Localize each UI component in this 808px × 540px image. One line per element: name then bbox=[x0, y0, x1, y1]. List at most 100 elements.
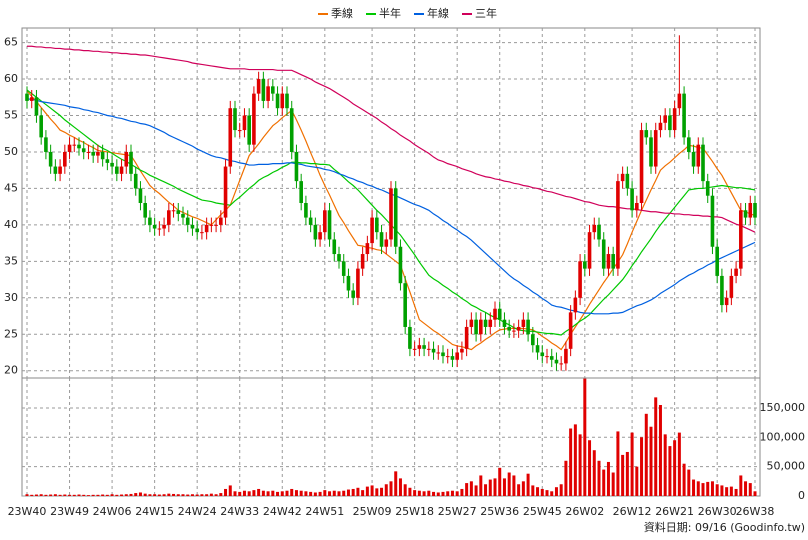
candle-body bbox=[176, 210, 181, 214]
candle-body bbox=[545, 356, 549, 358]
candle-body bbox=[171, 210, 176, 212]
candle-body bbox=[209, 224, 214, 226]
ma-line bbox=[26, 90, 756, 351]
volume-bar bbox=[346, 489, 350, 496]
volume-bar bbox=[361, 490, 365, 496]
y2-tick-label: 0 bbox=[798, 489, 805, 502]
candle-body bbox=[261, 79, 266, 101]
volume-bar bbox=[545, 490, 549, 496]
candle-body bbox=[521, 319, 526, 327]
volume-bar bbox=[115, 494, 119, 496]
volume-bar bbox=[517, 484, 521, 496]
candle-body bbox=[474, 319, 478, 335]
volume-bar bbox=[120, 494, 124, 496]
volume-bar bbox=[63, 494, 67, 496]
candle-body bbox=[573, 297, 578, 313]
volume-bar bbox=[715, 484, 719, 496]
candle-body bbox=[34, 97, 39, 116]
candle-body bbox=[554, 359, 559, 364]
candle-body bbox=[308, 217, 313, 225]
candle-body bbox=[568, 312, 573, 349]
volume-bar bbox=[578, 434, 582, 496]
volume-bar bbox=[337, 491, 341, 496]
volume-bar bbox=[573, 424, 577, 496]
volume-bar bbox=[138, 492, 142, 496]
candle-body bbox=[701, 144, 705, 182]
legend-label: 年線 bbox=[427, 6, 449, 20]
volume-bar bbox=[384, 484, 388, 496]
volume-bar bbox=[167, 493, 171, 496]
volume-bar bbox=[677, 432, 681, 496]
candle-body bbox=[398, 246, 403, 284]
volume-bar bbox=[668, 446, 672, 496]
volume-bar bbox=[200, 494, 204, 496]
volume-bar bbox=[39, 494, 43, 496]
volume-bar bbox=[498, 467, 502, 496]
candle-body bbox=[441, 352, 445, 357]
candle-body bbox=[332, 239, 337, 255]
candle-body bbox=[228, 108, 233, 167]
volume-bar bbox=[403, 484, 407, 496]
volume-bar bbox=[228, 485, 232, 496]
candle-body bbox=[351, 290, 355, 298]
volume-bar bbox=[365, 486, 369, 496]
volume-bar bbox=[692, 479, 696, 496]
volume-bar bbox=[181, 494, 185, 496]
volume-bar bbox=[621, 454, 625, 496]
candle-body bbox=[124, 151, 129, 167]
candle-body bbox=[587, 232, 592, 269]
volume-bar bbox=[91, 494, 95, 496]
volume-bar bbox=[86, 495, 90, 496]
volume-bar bbox=[110, 494, 114, 496]
volume-bar bbox=[611, 472, 615, 496]
volume-bar bbox=[328, 491, 332, 496]
candle-body bbox=[271, 86, 275, 94]
candle-body bbox=[389, 188, 393, 240]
candle-body bbox=[219, 217, 223, 225]
volume-bar bbox=[469, 481, 473, 496]
x-tick-label: 25W45 bbox=[523, 505, 562, 518]
candle-body bbox=[115, 166, 119, 174]
candle-body bbox=[431, 348, 436, 353]
candle-body bbox=[630, 188, 634, 211]
candle-body bbox=[162, 224, 166, 229]
candle-body bbox=[233, 108, 237, 131]
y-tick-label: 65 bbox=[4, 36, 18, 49]
x-tick-label: 24W33 bbox=[220, 505, 259, 518]
volume-bar bbox=[720, 485, 724, 496]
candle-body bbox=[720, 275, 724, 306]
volume-bar bbox=[30, 494, 34, 496]
candle-body bbox=[242, 115, 247, 131]
volume-bar bbox=[34, 494, 38, 496]
candle-body bbox=[663, 115, 667, 123]
volume-bar bbox=[526, 473, 530, 496]
y2-tick-label: 100,000 bbox=[760, 430, 806, 443]
y2-tick-label: 50,000 bbox=[767, 460, 806, 473]
candle-body bbox=[29, 97, 34, 101]
volume-bar bbox=[398, 478, 402, 496]
candle-body bbox=[323, 210, 327, 233]
candle-body bbox=[185, 217, 190, 225]
candle-body bbox=[658, 122, 663, 131]
volume-bar bbox=[276, 491, 280, 496]
x-tick-label: 23W49 bbox=[50, 505, 89, 518]
candle-body bbox=[616, 181, 620, 269]
candle-body bbox=[644, 130, 649, 138]
x-tick-label: 24W15 bbox=[135, 505, 174, 518]
candle-body bbox=[748, 203, 753, 218]
candle-body bbox=[682, 93, 686, 138]
volume-bar bbox=[252, 490, 256, 496]
candle-body bbox=[63, 151, 67, 167]
candle-body bbox=[223, 166, 228, 218]
candle-body bbox=[96, 151, 100, 156]
candle-body bbox=[67, 144, 72, 152]
volume-bar bbox=[540, 488, 544, 496]
volume-bar bbox=[701, 483, 705, 496]
candle-body bbox=[483, 319, 488, 327]
volume-bar bbox=[280, 491, 284, 496]
volume-bar bbox=[242, 490, 246, 496]
volume-bar bbox=[441, 491, 445, 496]
candle-body bbox=[393, 188, 398, 247]
candle-body bbox=[705, 181, 710, 196]
